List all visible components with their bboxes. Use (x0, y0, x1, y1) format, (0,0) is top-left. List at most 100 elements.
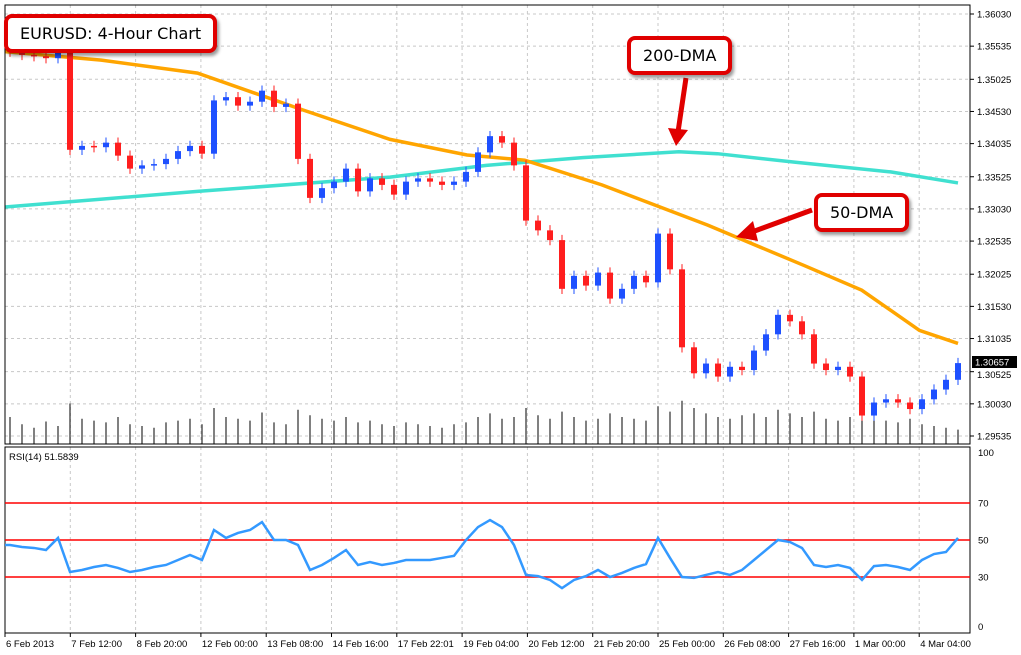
chart-title-callout: EURUSD: 4-Hour Chart (4, 14, 218, 53)
candle-up (175, 151, 181, 159)
y-tick-label: 1.29535 (977, 432, 1011, 443)
x-tick-label: 19 Feb 04:00 (463, 639, 519, 650)
candle-down (583, 275, 589, 286)
candle-up (763, 334, 769, 351)
candle-up (79, 145, 85, 150)
y-tick-label: 1.35025 (977, 75, 1011, 86)
candle-down (91, 145, 97, 148)
candle-down (559, 240, 565, 289)
candle-down (859, 376, 865, 416)
y-tick-label: 1.33030 (977, 204, 1011, 215)
x-tick-label: 6 Feb 2013 (6, 639, 54, 650)
candle-down (31, 54, 37, 57)
x-tick-label: 1 Mar 00:00 (855, 639, 906, 650)
y-tick-label: 1.30030 (977, 399, 1011, 410)
candle-up (943, 379, 949, 390)
candle-up (571, 275, 577, 289)
candle-down (499, 136, 505, 143)
y-tick-label: 1.31530 (977, 302, 1011, 313)
ma200-callout: 200-DMA (627, 36, 733, 75)
candle-up (187, 145, 193, 152)
candle-down (235, 97, 241, 106)
candle-down (715, 363, 721, 377)
y-tick-label: 1.34530 (977, 107, 1011, 118)
y-tick-label: 1.34035 (977, 139, 1011, 150)
ma200-line (4, 149, 959, 209)
candle-up (163, 158, 169, 165)
candle-up (211, 100, 217, 154)
x-tick-label: 8 Feb 20:00 (137, 639, 188, 650)
x-tick-label: 26 Feb 08:00 (724, 639, 780, 650)
candle-up (367, 178, 373, 192)
candle-up (931, 389, 937, 400)
candle-down (547, 230, 553, 241)
candle-down (691, 347, 697, 374)
candle-down (607, 272, 613, 299)
candle-down (643, 275, 649, 283)
candle-up (871, 402, 877, 416)
candle-down (535, 220, 541, 231)
candle-down (127, 155, 133, 169)
y-tick-label: 1.33525 (977, 172, 1011, 183)
candle-down (799, 321, 805, 335)
candle-down (19, 51, 25, 55)
candle-up (655, 233, 661, 283)
candle-up (103, 142, 109, 148)
candle-down (907, 402, 913, 410)
callout-arrow-200dma (668, 77, 689, 146)
x-tick-label: 27 Feb 16:00 (790, 639, 846, 650)
candle-up (883, 399, 889, 403)
candle-down (439, 181, 445, 185)
candle-down (823, 363, 829, 371)
ma50-line (4, 49, 959, 346)
candle-down (787, 314, 793, 322)
candle-down (679, 269, 685, 348)
x-tick-label: 17 Feb 22:01 (398, 639, 454, 650)
candle-up (223, 97, 229, 101)
candle-up (631, 275, 637, 289)
rsi-axis-label: 0 (978, 622, 983, 633)
rsi-axis-label: 30 (978, 573, 989, 584)
candle-down (271, 90, 277, 107)
candle-up (55, 49, 61, 59)
candle-down (391, 184, 397, 195)
x-tick-label: 7 Feb 12:00 (71, 639, 122, 650)
candle-up (703, 363, 709, 374)
y-tick-label: 1.36030 (977, 10, 1011, 21)
candle-up (619, 288, 625, 299)
rsi-axis-label: 70 (978, 499, 989, 510)
candle-up (343, 168, 349, 182)
candle-down (67, 49, 73, 150)
candle-up (835, 366, 841, 371)
x-tick-label: 12 Feb 00:00 (202, 639, 258, 650)
candle-down (511, 142, 517, 166)
candle-down (355, 168, 361, 192)
candle-up (463, 171, 469, 182)
candle-up (319, 188, 325, 198)
current-price: 1.30657 (975, 358, 1009, 369)
candle-up (751, 350, 757, 371)
candle-up (919, 399, 925, 410)
candle-down (811, 334, 817, 364)
rsi-axis-label: 100 (978, 448, 994, 459)
candle-down (895, 399, 901, 403)
candle-down (307, 158, 313, 198)
candle-down (43, 56, 49, 59)
candle-down (295, 103, 301, 159)
candle-down (379, 178, 385, 185)
rsi-label: RSI(14) 51.5839 (9, 452, 79, 463)
candle-up (259, 90, 265, 102)
rsi-axis-label: 50 (978, 536, 989, 547)
x-tick-label: 4 Mar 04:00 (920, 639, 971, 650)
candle-down (199, 145, 205, 154)
candle-up (415, 178, 421, 182)
candle-down (523, 165, 529, 221)
candle-up (475, 152, 481, 172)
x-tick-label: 25 Feb 00:00 (659, 639, 715, 650)
candle-up (139, 165, 145, 169)
callout-arrow-50dma (736, 207, 813, 241)
candle-up (451, 181, 457, 185)
y-tick-label: 1.32535 (977, 237, 1011, 248)
